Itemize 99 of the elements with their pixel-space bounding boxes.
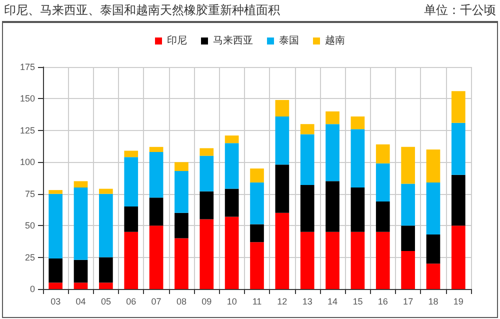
bar <box>300 134 314 185</box>
bar <box>200 156 214 192</box>
y-tick-label: 100 <box>20 157 35 168</box>
bar <box>200 148 214 156</box>
bar <box>275 212 290 289</box>
bar <box>74 188 88 260</box>
bar <box>250 224 264 242</box>
bar <box>250 168 264 182</box>
bar <box>174 171 188 213</box>
x-tick-label: 04 <box>76 296 86 306</box>
bar <box>401 184 415 226</box>
x-tick-label: 13 <box>302 296 312 306</box>
bar <box>401 146 415 184</box>
bar <box>451 122 466 175</box>
bar <box>426 234 440 264</box>
bar <box>174 162 188 172</box>
bar <box>224 143 239 189</box>
x-tick-label: 10 <box>226 296 237 306</box>
y-tick-label: 150 <box>20 94 35 104</box>
x-tick-label: 08 <box>176 296 186 306</box>
bar <box>99 282 113 289</box>
bar <box>401 250 415 289</box>
bar <box>350 232 365 289</box>
bar <box>48 190 63 194</box>
bar <box>401 226 415 251</box>
x-tick-label: 17 <box>403 296 414 306</box>
bar <box>376 163 390 202</box>
bar <box>149 226 164 289</box>
bar <box>350 129 365 188</box>
bar <box>451 91 466 123</box>
bar <box>350 116 365 130</box>
bar <box>326 111 340 124</box>
x-tick-label: 15 <box>352 296 363 306</box>
x-tick-label: 18 <box>428 296 438 306</box>
bar <box>451 226 466 289</box>
bar <box>376 144 390 164</box>
x-tick-label: 06 <box>126 296 136 306</box>
bar <box>149 146 164 152</box>
x-tick-label: 19 <box>453 296 464 306</box>
bar <box>74 282 88 289</box>
bar <box>275 100 290 116</box>
bar <box>300 184 314 232</box>
bar <box>275 116 290 165</box>
bar <box>224 216 239 289</box>
x-tick-label: 07 <box>151 296 162 306</box>
x-tick-label: 16 <box>378 296 388 306</box>
bar <box>426 264 440 289</box>
y-tick-label: 125 <box>20 125 35 136</box>
bar <box>376 232 390 289</box>
legend-label: 印尼 <box>167 34 187 46</box>
bar <box>124 150 138 158</box>
bar <box>300 124 314 134</box>
bar <box>426 149 440 182</box>
x-tick-label: 09 <box>202 296 212 306</box>
bar <box>200 191 214 220</box>
bar <box>326 181 340 232</box>
y-tick-label: 175 <box>20 62 35 72</box>
bar <box>275 164 290 213</box>
bar <box>99 188 113 194</box>
bar <box>174 238 188 289</box>
bar <box>350 188 365 232</box>
chart-title: 印尼、马来西亚、泰国和越南天然橡胶重新种植面积 <box>4 2 280 19</box>
bar <box>149 152 164 198</box>
bar <box>74 260 88 283</box>
x-tick-label: 12 <box>277 296 288 306</box>
x-tick-label: 11 <box>252 296 262 306</box>
x-tick-label: 03 <box>50 296 61 306</box>
bar <box>200 219 214 289</box>
bar <box>124 157 138 207</box>
bar <box>48 282 63 289</box>
bar <box>48 194 63 259</box>
bar <box>224 188 239 217</box>
bar <box>124 232 138 289</box>
legend-label: 马来西亚 <box>213 34 253 46</box>
bar <box>326 124 340 182</box>
bar <box>99 257 113 283</box>
y-tick-label: 75 <box>24 188 35 199</box>
bar <box>124 206 138 232</box>
y-tick-label: 50 <box>24 220 35 231</box>
x-tick-label: 05 <box>100 296 111 306</box>
chart-subtitle: 单位：千公顷 <box>424 2 496 19</box>
legend-label: 泰国 <box>279 36 299 46</box>
bar <box>99 194 113 258</box>
bar <box>250 182 264 224</box>
y-tick-label: 25 <box>24 252 35 262</box>
bar <box>48 258 63 283</box>
bar <box>326 232 340 289</box>
x-tick-label: 14 <box>328 296 338 306</box>
y-tick-label: 0 <box>30 284 35 294</box>
bar <box>376 201 390 232</box>
legend-label: 越南 <box>325 34 345 46</box>
bar <box>426 182 440 234</box>
bar <box>174 212 188 238</box>
bar <box>224 136 239 144</box>
bar <box>250 242 264 289</box>
bar <box>451 174 466 226</box>
bar <box>300 232 314 289</box>
bar <box>74 181 88 188</box>
bar <box>149 198 164 226</box>
